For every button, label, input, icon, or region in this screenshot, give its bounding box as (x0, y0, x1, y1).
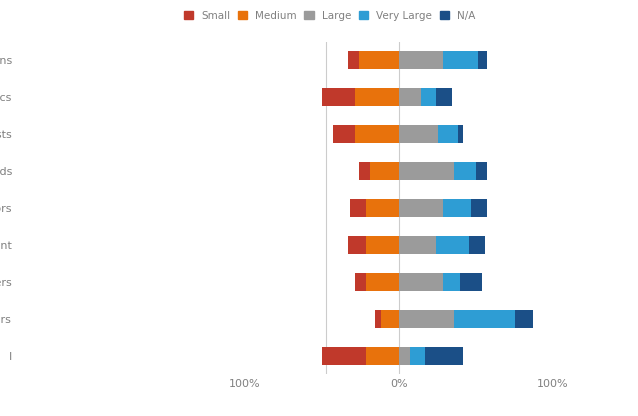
Bar (443, 273, 461, 291)
Bar (366, 199, 399, 217)
Bar (421, 88, 436, 106)
Bar (381, 310, 399, 328)
Bar (469, 236, 485, 254)
Bar (399, 88, 421, 106)
Bar (436, 88, 452, 106)
Bar (348, 236, 366, 254)
Bar (478, 51, 487, 69)
Bar (425, 347, 463, 365)
Legend: Small, Medium, Large, Very Large, N/A: Small, Medium, Large, Very Large, N/A (179, 7, 480, 25)
Bar (350, 199, 366, 217)
Bar (359, 51, 399, 69)
Bar (322, 88, 355, 106)
Bar (443, 199, 471, 217)
Bar (438, 125, 458, 143)
Bar (366, 347, 399, 365)
Bar (399, 236, 436, 254)
Bar (322, 347, 366, 365)
Bar (471, 199, 487, 217)
Bar (476, 162, 487, 180)
Bar (443, 51, 478, 69)
Bar (399, 125, 438, 143)
Bar (516, 310, 533, 328)
Bar (461, 273, 482, 291)
Bar (355, 88, 399, 106)
Bar (355, 125, 399, 143)
Bar (370, 162, 399, 180)
Bar (359, 162, 370, 180)
Bar (399, 51, 443, 69)
Bar (458, 125, 463, 143)
Bar (454, 310, 516, 328)
Bar (399, 162, 454, 180)
Bar (333, 125, 355, 143)
Bar (399, 310, 454, 328)
Bar (366, 236, 399, 254)
Bar (348, 51, 359, 69)
Bar (399, 273, 443, 291)
Bar (355, 273, 366, 291)
Bar (410, 347, 425, 365)
Bar (375, 310, 381, 328)
Bar (399, 347, 410, 365)
Bar (454, 162, 476, 180)
Bar (436, 236, 469, 254)
Bar (399, 199, 443, 217)
Bar (366, 273, 399, 291)
